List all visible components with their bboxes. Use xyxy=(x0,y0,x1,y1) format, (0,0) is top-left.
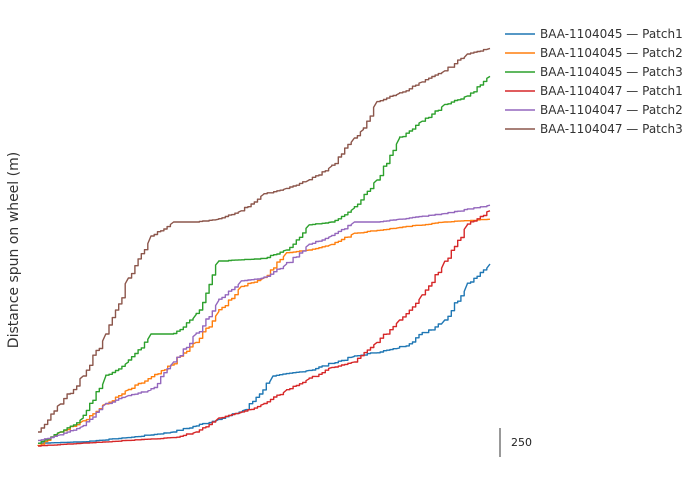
legend-label-2: BAA-1104045 — Patch2 xyxy=(540,46,683,60)
legend: BAA-1104045 — Patch1 BAA-1104045 — Patch2… xyxy=(505,27,683,136)
legend-label-3: BAA-1104045 — Patch3 xyxy=(540,65,683,79)
series-line-1 xyxy=(38,263,491,444)
series-line-4 xyxy=(38,210,491,447)
y-axis-label: Distance spun on wheel (m) xyxy=(6,152,22,348)
legend-label-5: BAA-1104047 — Patch2 xyxy=(540,103,683,117)
legend-label-6: BAA-1104047 — Patch3 xyxy=(540,122,683,136)
series-line-6 xyxy=(38,47,491,433)
series-lines xyxy=(37,47,491,447)
series-line-3 xyxy=(38,75,491,444)
legend-label-4: BAA-1104047 — Patch1 xyxy=(540,84,683,98)
legend-label-1: BAA-1104045 — Patch1 xyxy=(540,27,683,41)
scale-bar: 250 xyxy=(499,428,532,457)
scale-bar-label: 250 xyxy=(511,436,532,449)
series-line-5 xyxy=(38,204,491,442)
